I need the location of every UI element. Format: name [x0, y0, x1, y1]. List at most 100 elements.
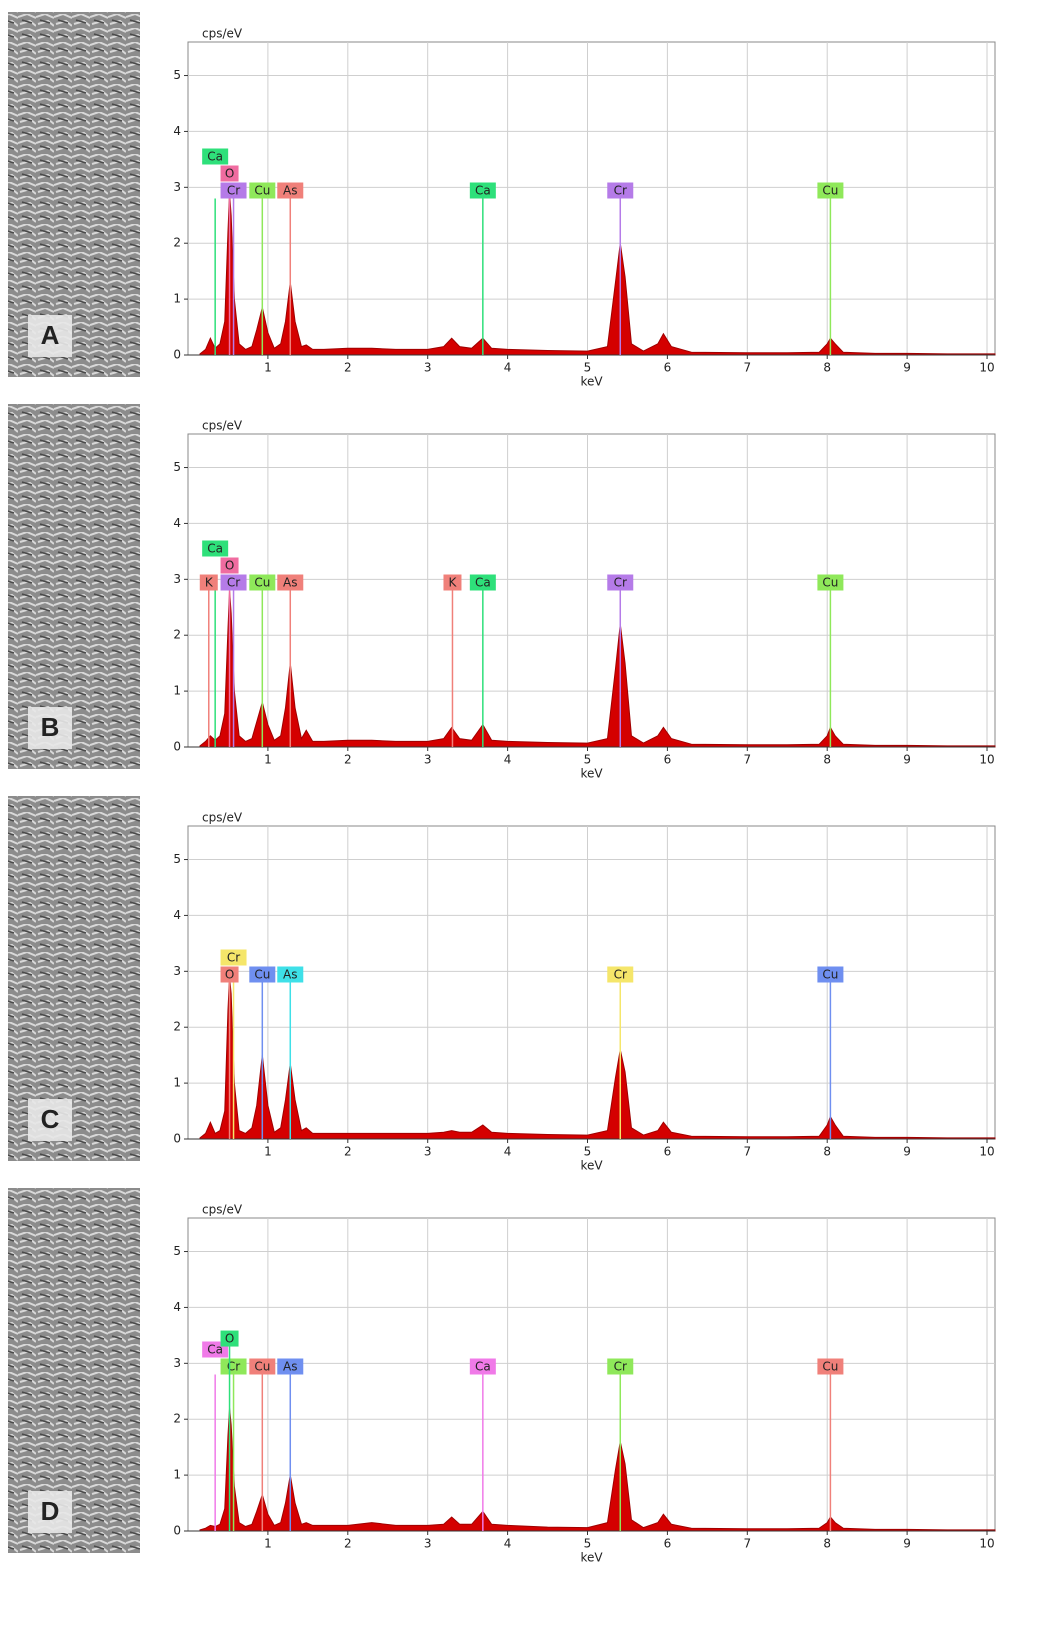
element-label-box: [220, 182, 247, 199]
element-label-box: [249, 574, 276, 591]
x-tick-label: 10: [979, 361, 994, 375]
x-tick-label: 2: [344, 753, 352, 767]
element-label: O: [225, 559, 234, 573]
element-label: Cu: [254, 184, 270, 198]
x-tick-label: 8: [823, 1537, 831, 1551]
element-label-box: [277, 182, 304, 199]
element-label: As: [283, 968, 297, 982]
element-label: Cu: [822, 968, 838, 982]
y-tick-label: 0: [173, 1524, 181, 1538]
element-label: K: [449, 576, 458, 590]
element-label: Ca: [207, 1343, 223, 1357]
element-label-box: [817, 182, 844, 199]
element-label: Ca: [475, 184, 491, 198]
element-label: Cr: [227, 951, 240, 965]
y-tick-label: 1: [173, 1468, 181, 1482]
element-label: Cu: [254, 576, 270, 590]
x-tick-label: 4: [504, 361, 512, 375]
element-label-box: [607, 182, 634, 199]
element-label: Cr: [227, 576, 240, 590]
x-tick-label: 3: [424, 753, 432, 767]
element-label: Ca: [207, 150, 223, 164]
element-label-box: [199, 574, 218, 591]
x-tick-label: 1: [264, 1537, 272, 1551]
element-label: Cu: [254, 1360, 270, 1374]
spectrum: [199, 590, 996, 748]
y-axis-label: cps/eV: [202, 1203, 243, 1217]
element-label: Ca: [207, 542, 223, 556]
sem-image: [8, 1188, 140, 1553]
element-label-box: [607, 1358, 634, 1375]
element-label-box: [220, 1330, 239, 1347]
x-axis-label: keV: [580, 1159, 603, 1173]
element-label-box: [220, 574, 247, 591]
y-tick-label: 2: [173, 628, 181, 642]
y-tick-label: 4: [173, 124, 181, 138]
element-label: Ca: [475, 1360, 491, 1374]
x-tick-label: 9: [903, 1537, 911, 1551]
element-label-box: [220, 1358, 247, 1375]
x-tick-label: 4: [504, 753, 512, 767]
element-label: Cu: [822, 1360, 838, 1374]
element-label: O: [225, 1332, 234, 1346]
element-label: Cr: [614, 184, 627, 198]
element-label: Cr: [227, 184, 240, 198]
element-label-box: [817, 1358, 844, 1375]
y-tick-label: 2: [173, 1020, 181, 1034]
sem-image: [8, 12, 140, 377]
x-tick-label: 7: [743, 1145, 751, 1159]
panel-label-box: [28, 1491, 72, 1533]
element-label: As: [283, 184, 297, 198]
element-label: Cr: [614, 968, 627, 982]
panel-label: B: [41, 712, 60, 742]
x-tick-label: 7: [743, 361, 751, 375]
element-label-box: [249, 1358, 276, 1375]
y-tick-label: 1: [173, 684, 181, 698]
x-axis-label: keV: [580, 375, 603, 389]
element-label: O: [225, 167, 234, 181]
x-tick-label: 5: [584, 1145, 592, 1159]
y-tick-label: 2: [173, 1412, 181, 1426]
x-tick-label: 2: [344, 361, 352, 375]
element-label-box: [469, 182, 496, 199]
element-label-box: [220, 557, 239, 574]
element-label-box: [277, 966, 304, 983]
x-tick-label: 8: [823, 361, 831, 375]
plot-area: [187, 825, 996, 1140]
element-label: As: [283, 576, 297, 590]
x-tick-label: 10: [979, 753, 994, 767]
y-tick-label: 4: [173, 1300, 181, 1314]
element-label-box: [817, 966, 844, 983]
spectrum: [199, 1407, 996, 1532]
y-tick-label: 0: [173, 740, 181, 754]
x-tick-label: 9: [903, 361, 911, 375]
panel-label: A: [41, 320, 60, 350]
element-label: Cu: [822, 184, 838, 198]
y-axis-label: cps/eV: [202, 27, 243, 41]
x-tick-label: 3: [424, 361, 432, 375]
x-tick-label: 10: [979, 1537, 994, 1551]
x-tick-label: 5: [584, 361, 592, 375]
x-tick-label: 10: [979, 1145, 994, 1159]
element-label-box: [469, 574, 496, 591]
x-tick-label: 6: [664, 361, 672, 375]
element-label-box: [443, 574, 462, 591]
spectrum: [199, 976, 996, 1140]
element-label: Cr: [614, 1360, 627, 1374]
x-tick-label: 1: [264, 753, 272, 767]
x-tick-label: 7: [743, 753, 751, 767]
x-tick-label: 4: [504, 1537, 512, 1551]
element-label: K: [205, 576, 214, 590]
x-tick-label: 9: [903, 753, 911, 767]
panel-label: C: [41, 1104, 60, 1134]
y-tick-label: 3: [173, 572, 181, 586]
x-tick-label: 1: [264, 361, 272, 375]
y-tick-label: 2: [173, 236, 181, 250]
x-tick-label: 8: [823, 753, 831, 767]
spectrum: [199, 192, 996, 356]
x-tick-label: 8: [823, 1145, 831, 1159]
y-tick-label: 4: [173, 516, 181, 530]
y-tick-label: 5: [173, 1244, 181, 1258]
